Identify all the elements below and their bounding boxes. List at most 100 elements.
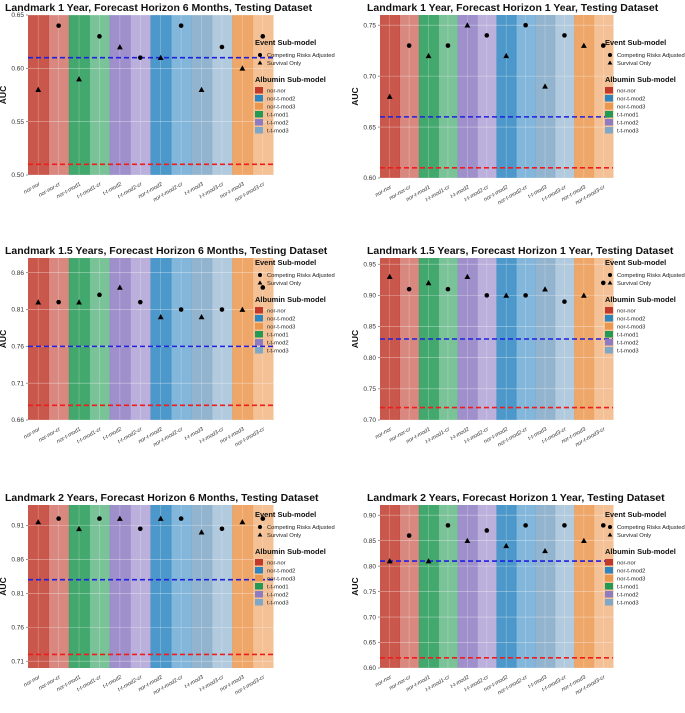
legend-albumin-item: t-t-mod3	[617, 601, 639, 607]
y-tick-label: 0.71	[11, 380, 24, 387]
data-point-circle	[97, 292, 102, 298]
category-band	[252, 258, 274, 420]
legend-albumin-item: nor-t-mod2	[617, 317, 645, 323]
y-axis-label: AUC	[0, 577, 8, 595]
legend-albumin-item: nor-t-mod3	[267, 577, 295, 583]
data-point-circle	[260, 516, 266, 521]
data-point-circle	[600, 43, 606, 48]
category-band	[28, 15, 49, 175]
legend-event-item: Survival Only	[267, 61, 301, 67]
legend-swatch	[605, 95, 613, 102]
legend-event-title: Event Sub-model	[605, 38, 666, 47]
data-point-triangle	[116, 44, 123, 50]
legend-swatch	[605, 599, 613, 606]
y-tick-label: 0.90	[363, 293, 376, 300]
legend-swatch	[605, 119, 613, 126]
data-point-triangle	[425, 558, 432, 564]
chart-panel-6: Landmark 2 Years, Forecast Horizon 1 Yea…	[350, 492, 685, 696]
y-tick-label: 0.85	[363, 538, 376, 545]
category-band	[170, 15, 192, 175]
category-band	[232, 15, 254, 175]
category-band	[496, 15, 517, 178]
legend-albumin-item: t-t-mod2	[617, 593, 639, 599]
y-tick-label: 0.70	[363, 73, 376, 80]
legend-albumin-item: nor-nor	[267, 89, 286, 95]
legend-albumin-item: nor-t-mod3	[617, 105, 645, 111]
data-point-triangle	[503, 52, 510, 59]
y-tick-label: 0.65	[11, 12, 24, 19]
category-band	[593, 505, 614, 668]
legend-event-title: Event Sub-model	[605, 510, 666, 519]
data-point-circle	[260, 34, 266, 39]
legend: Event Sub-model Competing Risks Adjusted S…	[255, 258, 335, 355]
data-point-circle	[97, 516, 102, 521]
legend-triangle-icon	[607, 60, 613, 65]
chart-panel-2: Landmark 1 Year, Forecast Horizon 1 Year…	[350, 2, 685, 206]
y-axis-label: AUC	[0, 330, 8, 348]
category-band	[399, 258, 420, 420]
chart-panel-4: Landmark 1.5 Years, Forecast Horizon 1 Y…	[350, 245, 685, 448]
data-point-circle	[445, 286, 451, 292]
data-point-triangle	[35, 519, 42, 525]
category-band	[418, 15, 439, 178]
category-band	[554, 505, 575, 668]
legend-albumin-item: t-t-mod3	[267, 129, 289, 135]
data-point-triangle	[157, 515, 164, 521]
legend-circle-icon	[258, 53, 262, 57]
data-point-triangle	[157, 54, 164, 60]
legend-albumin-item: nor-t-mod3	[267, 105, 295, 111]
legend-albumin-item: nor-t-mod2	[617, 569, 645, 575]
category-band	[477, 15, 497, 178]
y-axis-label: AUC	[0, 86, 8, 104]
panel-title: Landmark 1.5 Years, Forecast Horizon 6 M…	[5, 245, 328, 257]
legend-swatch	[255, 111, 263, 118]
legend-swatch	[255, 599, 263, 606]
y-tick-label: 0.81	[11, 590, 24, 597]
y-tick-label: 0.76	[11, 624, 24, 631]
data-point-triangle	[386, 273, 393, 280]
category-band	[28, 258, 49, 420]
category-band	[68, 258, 90, 420]
legend-swatch	[255, 87, 263, 94]
category-band	[109, 258, 131, 420]
data-point-circle	[219, 44, 225, 50]
category-band	[535, 505, 556, 668]
data-point-triangle	[76, 299, 82, 305]
legend-swatch	[605, 111, 613, 118]
y-tick-label: 0.70	[363, 417, 376, 424]
category-band	[48, 15, 70, 175]
legend-albumin-title: Albumin Sub-model	[605, 75, 676, 84]
legend-albumin-item: nor-nor	[267, 561, 286, 567]
category-band	[399, 15, 420, 178]
category-band	[418, 505, 439, 668]
category-band	[130, 15, 151, 175]
legend-swatch	[605, 103, 613, 110]
data-point-triangle	[386, 93, 393, 99]
data-point-circle	[178, 307, 184, 312]
data-point-triangle	[503, 292, 510, 298]
y-tick-label: 0.91	[11, 523, 24, 530]
legend-event-item: Survival Only	[267, 533, 301, 539]
chart-panel-1: Landmark 1 Year, Forecast Horizon 6 Mont…	[0, 2, 335, 203]
legend-albumin-item: t-t-mod3	[267, 349, 289, 355]
y-tick-label: 0.60	[11, 66, 24, 73]
panel-title: Landmark 1 Year, Forecast Horizon 6 Mont…	[5, 2, 313, 14]
y-axis-label: AUC	[350, 577, 360, 595]
data-point-triangle	[239, 65, 246, 71]
legend-albumin-item: t-t-mod2	[617, 121, 639, 127]
legend-albumin-item: t-t-mod3	[617, 349, 639, 355]
legend-albumin-item: t-t-mod1	[617, 113, 639, 119]
category-band	[399, 505, 420, 668]
category-band	[109, 15, 131, 175]
category-band	[380, 505, 400, 668]
data-point-circle	[523, 523, 528, 528]
y-tick-label: 0.86	[11, 270, 24, 277]
data-point-triangle	[580, 292, 587, 298]
legend-albumin-item: t-t-mod1	[267, 333, 289, 339]
data-point-circle	[562, 33, 567, 38]
y-tick-label: 0.65	[363, 640, 376, 647]
legend-swatch	[605, 323, 613, 330]
panel-title: Landmark 1 Year, Forecast Horizon 1 Year…	[367, 2, 659, 14]
category-band	[89, 15, 111, 175]
